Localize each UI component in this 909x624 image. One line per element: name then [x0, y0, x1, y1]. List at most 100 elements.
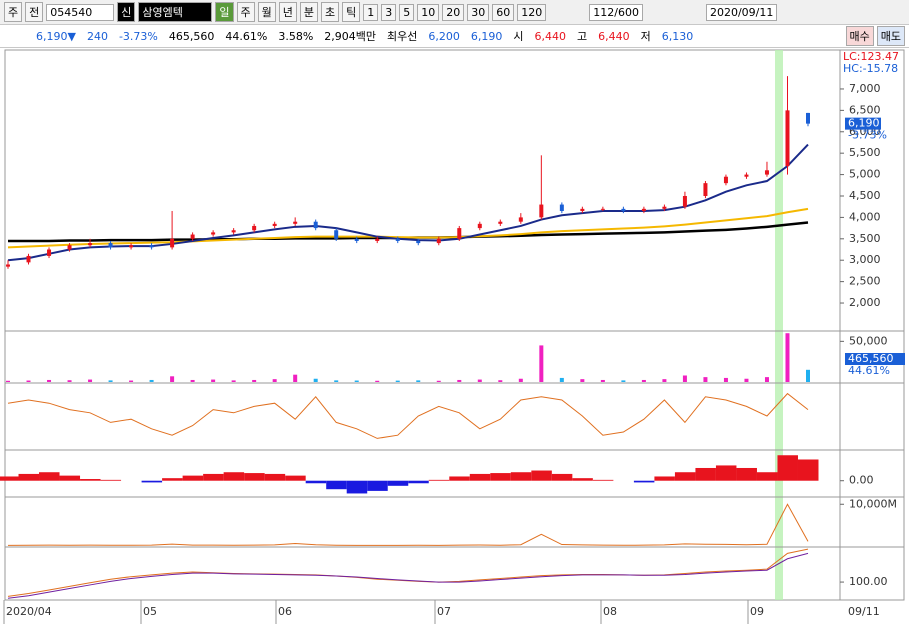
volume-bar: [334, 380, 339, 382]
candle-body: [641, 208, 646, 211]
period-button[interactable]: 30: [467, 3, 490, 21]
macd-bar: [387, 480, 409, 486]
buy-button[interactable]: 매수: [845, 26, 874, 46]
y-tick-label: 2,500: [849, 275, 881, 288]
moving-average: [7, 207, 809, 249]
volume-bar: [26, 380, 31, 382]
candle-body: [293, 221, 298, 224]
oscillator-line: [7, 392, 809, 439]
quote-field: -3.73%: [118, 29, 158, 43]
macd-bar: [367, 480, 388, 491]
volume-bar: [764, 377, 769, 382]
period-button[interactable]: 틱: [342, 2, 361, 22]
last-price-box: [845, 117, 881, 130]
credit-badge: 신: [117, 2, 136, 22]
macd-bar: [264, 473, 286, 481]
period-button[interactable]: 주: [236, 2, 255, 22]
quote-field: 6,130: [661, 29, 694, 43]
x-tick-label: 05: [143, 605, 157, 618]
candle-body: [621, 208, 626, 211]
period-button[interactable]: 5: [399, 3, 415, 21]
period-button[interactable]: 일: [215, 2, 234, 22]
volume-bar: [477, 379, 482, 382]
volume-bar: [149, 379, 154, 382]
macd-bar: [39, 472, 60, 481]
candle-body: [67, 245, 72, 250]
quote-field: 465,560: [168, 29, 215, 43]
candle-body: [26, 255, 31, 263]
period-button[interactable]: 3: [381, 3, 397, 21]
quote-field: 3.58%: [278, 29, 314, 43]
volume-bar: [375, 380, 380, 382]
count-box[interactable]: 112/600: [589, 3, 643, 21]
menu-button[interactable]: 주: [4, 2, 23, 22]
volume-bar: [641, 379, 646, 382]
stock-code[interactable]: 054540: [46, 3, 115, 21]
volume-bar: [682, 375, 687, 382]
candle-body: [272, 223, 277, 226]
amount-line: [7, 503, 809, 546]
macd-bar: [674, 472, 696, 481]
candle-body: [416, 240, 421, 244]
x-tick-label: 09: [750, 605, 764, 618]
x-tick-label: 06: [278, 605, 292, 618]
volume-bar: [559, 377, 564, 382]
macd-bar: [0, 476, 19, 481]
toolbar: 주 전 054540 신 삼영엠텍 일 주 월 년 분 초 틱 1 3 5 10 20 30 60 120 112/60…: [0, 0, 909, 25]
menu-button[interactable]: 전: [25, 2, 44, 22]
quote-field: 2,904백만: [324, 30, 377, 43]
macd-bar: [59, 475, 81, 481]
volume-bar: [313, 378, 318, 382]
candle-body: [785, 110, 790, 167]
volume-bar: [252, 379, 257, 382]
y-tick-label: 4,500: [849, 189, 881, 202]
period-button[interactable]: 120: [517, 3, 547, 21]
quote-field: 6,440: [534, 29, 567, 43]
candle-body: [129, 245, 134, 248]
period-button[interactable]: 초: [321, 2, 340, 22]
volume-bar: [395, 380, 400, 382]
y-tick-label: 3,000: [849, 253, 881, 266]
quote-field: 저: [640, 30, 651, 43]
period-button[interactable]: 10: [417, 3, 440, 21]
quote-field: 시: [513, 30, 524, 43]
volume-bar: [539, 345, 544, 382]
macd-bar: [592, 479, 614, 481]
volume-bar: [703, 377, 708, 382]
quote-field: 6,190: [470, 29, 503, 43]
macd-bar: [244, 473, 265, 481]
macd-bar: [715, 465, 737, 481]
y-tick-label: 6,500: [849, 103, 881, 116]
volume-bar: [88, 379, 93, 382]
period-button[interactable]: 20: [442, 3, 465, 21]
period-button[interactable]: 월: [257, 2, 276, 22]
macd-bar: [798, 459, 819, 481]
macd-bar: [408, 480, 429, 484]
macd-bar: [551, 473, 573, 481]
volume-bar: [723, 377, 728, 382]
period-button[interactable]: 년: [278, 2, 297, 22]
macd-bar: [285, 475, 306, 481]
macd-bar: [162, 478, 183, 481]
macd-bar: [326, 480, 347, 490]
moving-average: [7, 143, 809, 262]
period-button[interactable]: 분: [299, 2, 318, 22]
macd-bar: [654, 476, 675, 481]
count[interactable]: 112: [593, 5, 615, 19]
volume-bar: [108, 380, 113, 382]
sell-button[interactable]: 매도: [876, 26, 905, 46]
date-box[interactable]: 2020/09/11: [705, 3, 778, 21]
candle-body: [744, 174, 749, 177]
quote-field: 6,190▼: [36, 29, 76, 43]
volume-bar: [6, 380, 10, 382]
macd-bar: [428, 479, 450, 481]
period-button[interactable]: 1: [363, 3, 379, 21]
x-tick-label: 08: [603, 605, 617, 618]
candle-body: [764, 170, 769, 175]
x-tick-label: 09/11: [848, 605, 880, 618]
period-button[interactable]: 60: [492, 3, 515, 21]
quote-field: 240: [86, 29, 108, 43]
y-tick-label: 3,500: [849, 232, 881, 245]
quote-field: 44.61%: [225, 29, 268, 43]
